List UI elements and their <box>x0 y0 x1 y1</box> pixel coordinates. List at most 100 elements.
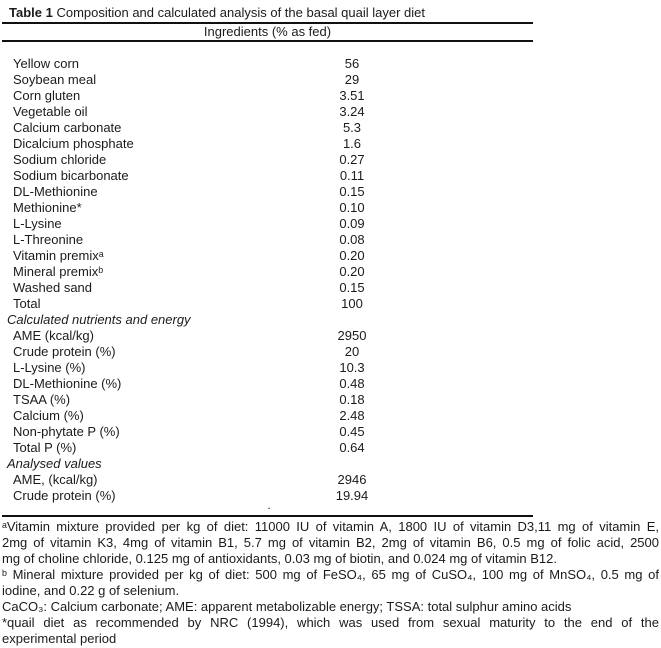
row-value: 0.20 <box>339 248 365 263</box>
row-value: 0.15 <box>339 280 365 295</box>
row-label: Total <box>13 296 41 311</box>
row-label: Calcium (%) <box>13 408 84 423</box>
table-row: Soybean meal 29 <box>0 72 533 88</box>
table-row: Non-phytate P (%) 0.45 <box>0 424 533 440</box>
table-row: DL-Methionine 0.15 <box>0 184 533 200</box>
row-value: 3.24 <box>339 104 365 119</box>
row-label: Methionine* <box>13 200 82 215</box>
footnote-line: mg of choline chloride, 0.125 mg of anti… <box>2 551 557 566</box>
row-value: 0.18 <box>339 392 365 407</box>
column-header: Ingredients (% as fed) <box>203 24 332 39</box>
table-row: Yellow corn 56 <box>0 56 533 72</box>
table-row: Sodium chloride 0.27 <box>0 152 533 168</box>
row-value: 0.20 <box>339 264 365 279</box>
table-row: Crude protein (%) 20 <box>0 344 533 360</box>
table-row: L-Threonine 0.08 <box>0 232 533 248</box>
table-row: Corn gluten 3.51 <box>0 88 533 104</box>
footnote-line: ᵇ Mineral mixture provided per kg of die… <box>2 567 659 582</box>
row-value: 5.3 <box>342 120 362 135</box>
table-row: Sodium bicarbonate 0.11 <box>0 168 533 184</box>
table-row: Methionine* 0.10 <box>0 200 533 216</box>
footnote-line: *quail diet as recommended by NRC (1994)… <box>2 615 659 630</box>
row-label: Mineral premixᵇ <box>13 264 104 279</box>
row-value: 1.6 <box>342 136 362 151</box>
row-label: DL-Methionine (%) <box>13 376 122 391</box>
row-label: Soybean meal <box>13 72 97 87</box>
row-label: Yellow corn <box>13 56 80 71</box>
table-row: Mineral premixᵇ 0.20 <box>0 264 533 280</box>
table-row: Calcium carbonate 5.3 <box>0 120 533 136</box>
footnote-line: 2mg of vitamin K3, 4mg of vitamin B1, 5.… <box>2 535 659 550</box>
table-row: Washed sand 0.15 <box>0 280 533 296</box>
row-label: DL-Methionine <box>13 184 98 199</box>
row-value: 0.11 <box>339 168 365 183</box>
row-label: Calcium carbonate <box>13 120 122 135</box>
row-value: 56 <box>344 56 360 71</box>
footnote-line: ᵃVitamin mixture provided per kg of diet… <box>2 519 659 534</box>
row-value: 0.15 <box>339 184 365 199</box>
row-value: 0.10 <box>339 200 365 215</box>
row-label: Crude protein (%) <box>13 344 116 359</box>
row-label: AME (kcal/kg) <box>13 328 94 343</box>
row-label: Total P (%) <box>13 440 77 455</box>
table-row: L-Lysine (%) 10.3 <box>0 360 533 376</box>
table-rows: Yellow corn 56 Soybean meal 29 Corn gluten 3.… <box>0 56 533 504</box>
row-value: 0.27 <box>339 152 365 167</box>
row-value: 100 <box>341 296 363 311</box>
footnote-rule <box>2 515 533 517</box>
row-value: 3.51 <box>339 88 365 103</box>
row-value: 2.48 <box>339 408 365 423</box>
table-caption-text: Composition and calculated analysis of t… <box>52 5 426 20</box>
table-row: Vegetable oil 3.24 <box>0 104 533 120</box>
row-value: 0.64 <box>339 440 365 455</box>
table-row: Crude protein (%) 19.94 <box>0 488 533 504</box>
row-label: L-Lysine (%) <box>13 360 86 375</box>
header-rule <box>2 40 533 42</box>
footnote-line: iodine, and 0.22 g of selenium. <box>2 583 180 598</box>
row-value: 2946 <box>337 472 367 487</box>
top-rule <box>2 22 533 24</box>
row-value: 0.09 <box>339 216 365 231</box>
row-label: Non-phytate P (%) <box>13 424 120 439</box>
table-row: DL-Methionine (%) 0.48 <box>0 376 533 392</box>
row-label: Sodium chloride <box>13 152 107 167</box>
row-label: Analysed values <box>7 456 102 471</box>
row-value: 0.48 <box>339 376 365 391</box>
row-value: 0.08 <box>339 232 365 247</box>
row-label: TSAA (%) <box>13 392 71 407</box>
row-label: Vegetable oil <box>13 104 88 119</box>
row-label: Dicalcium phosphate <box>13 136 134 151</box>
row-label: Calculated nutrients and energy <box>7 312 191 327</box>
table-row: Dicalcium phosphate 1.6 <box>0 136 533 152</box>
table-row: Total 100 <box>0 296 533 312</box>
stray-dot-mark: . <box>267 498 271 512</box>
row-label: L-Threonine <box>13 232 84 247</box>
table-row: TSAA (%) 0.18 <box>0 392 533 408</box>
row-label: AME, (kcal/kg) <box>13 472 98 487</box>
table-row: Vitamin premixᵃ 0.20 <box>0 248 533 264</box>
row-label: Sodium bicarbonate <box>13 168 129 183</box>
section-header-row: Analysed values <box>0 456 533 472</box>
row-value: 2950 <box>337 328 367 343</box>
row-value: 20 <box>344 344 360 359</box>
row-label: L-Lysine <box>13 216 62 231</box>
table-row: AME (kcal/kg) 2950 <box>0 328 533 344</box>
footnotes: ᵃVitamin mixture provided per kg of diet… <box>2 519 659 647</box>
row-label: Vitamin premixᵃ <box>13 248 104 263</box>
row-label: Washed sand <box>13 280 93 295</box>
footnote-line: CaCO₃: Calcium carbonate; AME: apparent … <box>2 599 572 614</box>
section-header-row: Calculated nutrients and energy <box>0 312 533 328</box>
table-row: Calcium (%) 2.48 <box>0 408 533 424</box>
table-row: L-Lysine 0.09 <box>0 216 533 232</box>
row-label: Corn gluten <box>13 88 81 103</box>
row-value: 10.3 <box>339 360 365 375</box>
row-value: 0.45 <box>339 424 365 439</box>
row-value: 19.94 <box>335 488 369 503</box>
table-row: Total P (%) 0.64 <box>0 440 533 456</box>
row-label: Crude protein (%) <box>13 488 116 503</box>
table-caption: Table 1 Composition and calculated analy… <box>9 5 533 20</box>
table-caption-number: Table 1 <box>9 5 53 20</box>
row-value: 29 <box>344 72 360 87</box>
footnote-line: experimental period <box>2 631 117 646</box>
